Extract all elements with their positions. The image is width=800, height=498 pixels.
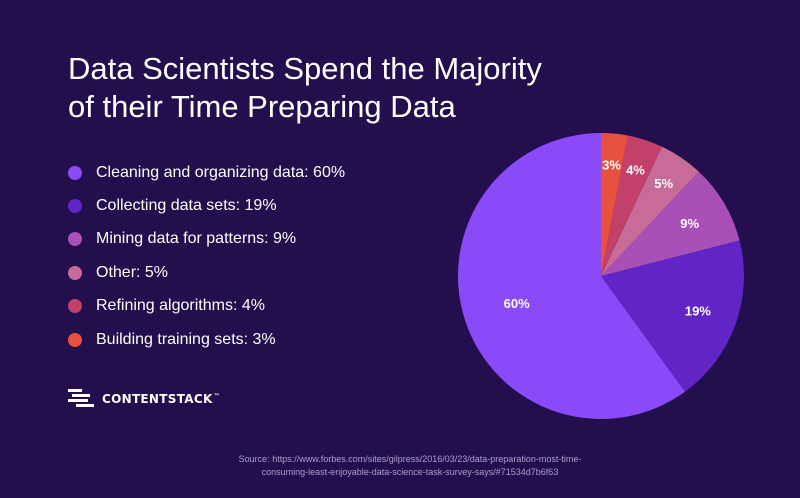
legend-item: Refining algorithms: 4% xyxy=(68,290,345,323)
legend-label: Refining algorithms: 4% xyxy=(96,297,265,315)
chart-title: Data Scientists Spend the Majority of th… xyxy=(68,50,548,126)
legend-swatch xyxy=(68,299,82,314)
pie-slice xyxy=(601,135,662,276)
legend-swatch xyxy=(68,165,82,180)
pie-slice-label: 4% xyxy=(626,162,645,177)
legend-swatch xyxy=(68,199,82,214)
legend-item: Collecting data sets: 19% xyxy=(68,189,345,222)
source-citation: Source: https://www.forbes.com/sites/gil… xyxy=(150,453,670,479)
legend-swatch xyxy=(68,332,82,347)
pie-slice-label: 60% xyxy=(504,296,530,311)
legend-item: Mining data for patterns: 9% xyxy=(68,223,345,256)
legend-swatch xyxy=(68,265,82,280)
chart-title-line-1: Data Scientists Spend the Majority xyxy=(68,51,542,86)
pie-slice xyxy=(601,171,740,276)
legend-label: Mining data for patterns: 9% xyxy=(96,230,297,248)
chart-legend: Cleaning and organizing data: 60% Collect… xyxy=(68,156,345,356)
chart-title-line-2: of their Time Preparing Data xyxy=(68,89,456,124)
pie-slice-label: 19% xyxy=(685,303,711,318)
legend-item: Cleaning and organizing data: 60% xyxy=(68,156,345,189)
legend-label: Other: 5% xyxy=(96,263,169,281)
pie-slice xyxy=(601,240,744,392)
pie-slice-label: 5% xyxy=(654,176,673,191)
legend-label: Building training sets: 3% xyxy=(96,330,276,348)
pie-slice xyxy=(457,133,686,419)
legend-label: Collecting data sets: 19% xyxy=(96,197,277,215)
pie-slice xyxy=(601,146,699,276)
contentstack-logo: CONTENTSTACK™ xyxy=(68,388,220,410)
pie-slice-label: 9% xyxy=(680,216,699,231)
logo-wordmark: CONTENTSTACK™ xyxy=(102,392,220,406)
legend-item: Other: 5% xyxy=(68,256,345,289)
pie-slice-label: 3% xyxy=(602,157,621,172)
source-line-2: consuming-least-enjoyable-data-science-t… xyxy=(261,467,559,477)
legend-swatch xyxy=(68,232,82,247)
legend-item: Building training sets: 3% xyxy=(68,323,345,356)
pie-chart: 60% 19% 9% 5% 4% 3% xyxy=(457,133,744,419)
contentstack-logo-icon xyxy=(68,389,94,407)
pie-slice xyxy=(601,133,628,276)
source-line-1: Source: https://www.forbes.com/sites/gil… xyxy=(238,454,582,464)
legend-label: Cleaning and organizing data: 60% xyxy=(96,163,346,181)
